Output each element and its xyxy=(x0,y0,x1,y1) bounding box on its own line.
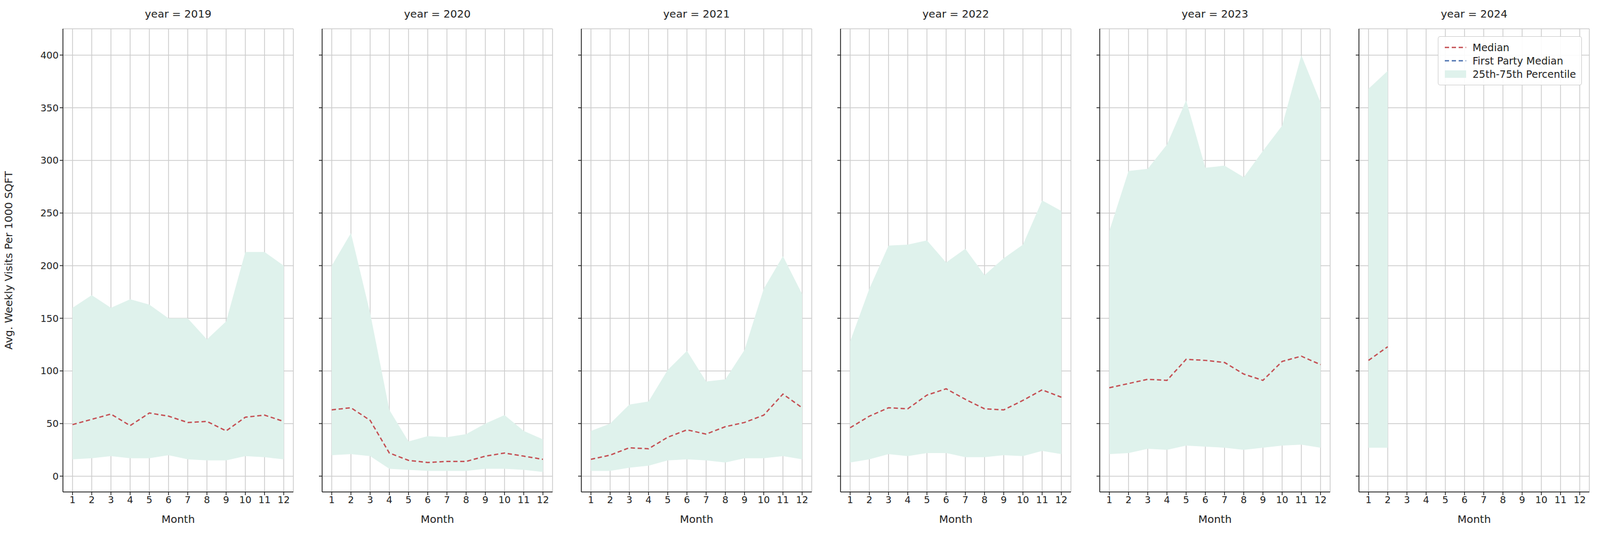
svg-text:7: 7 xyxy=(443,494,450,506)
svg-text:1: 1 xyxy=(846,494,853,506)
svg-text:11: 11 xyxy=(1554,494,1567,506)
svg-text:2: 2 xyxy=(347,494,354,506)
svg-text:12: 12 xyxy=(1055,494,1068,506)
svg-text:2: 2 xyxy=(606,494,613,506)
svg-text:6: 6 xyxy=(683,494,690,506)
svg-text:7: 7 xyxy=(1480,494,1487,506)
svg-text:1: 1 xyxy=(1106,494,1112,506)
svg-text:300: 300 xyxy=(40,154,59,166)
svg-text:150: 150 xyxy=(40,313,59,325)
svg-text:5: 5 xyxy=(1442,494,1448,506)
svg-text:10: 10 xyxy=(1535,494,1548,506)
svg-text:9: 9 xyxy=(1000,494,1007,506)
svg-text:2: 2 xyxy=(88,494,95,506)
svg-text:4: 4 xyxy=(126,494,133,506)
svg-text:12: 12 xyxy=(796,494,809,506)
svg-text:10: 10 xyxy=(498,494,511,506)
svg-text:9: 9 xyxy=(1518,494,1525,506)
svg-text:5: 5 xyxy=(1182,494,1189,506)
svg-text:11: 11 xyxy=(517,494,531,506)
svg-text:Month: Month xyxy=(680,513,714,525)
svg-text:4: 4 xyxy=(904,494,911,506)
svg-text:6: 6 xyxy=(165,494,172,506)
svg-text:5: 5 xyxy=(923,494,930,506)
svg-text:10: 10 xyxy=(1017,494,1030,506)
svg-text:8: 8 xyxy=(1499,494,1506,506)
html-text:year = 2024: year = 2024 xyxy=(1440,7,1508,21)
svg-text:6: 6 xyxy=(942,494,949,506)
svg-text:8: 8 xyxy=(981,494,988,506)
svg-text:Month: Month xyxy=(1457,513,1492,525)
svg-text:11: 11 xyxy=(1036,494,1049,506)
svg-text:8: 8 xyxy=(722,494,728,506)
svg-text:1: 1 xyxy=(1365,494,1372,506)
html-text:year = 2019: year = 2019 xyxy=(144,7,212,21)
svg-text:3: 3 xyxy=(626,494,632,506)
svg-text:Avg. Weekly Visits Per 1000 SQ: Avg. Weekly Visits Per 1000 SQFT xyxy=(4,170,15,350)
svg-text:7: 7 xyxy=(184,494,191,506)
svg-text:11: 11 xyxy=(258,494,271,506)
svg-text:50: 50 xyxy=(46,418,59,430)
svg-text:11: 11 xyxy=(777,494,790,506)
svg-text:9: 9 xyxy=(482,494,488,506)
html-text:25th-75th Percentile: 25th-75th Percentile xyxy=(1472,68,1576,80)
svg-text:4: 4 xyxy=(645,494,652,506)
svg-text:7: 7 xyxy=(962,494,968,506)
svg-text:6: 6 xyxy=(424,494,431,506)
svg-text:1: 1 xyxy=(69,494,76,506)
svg-text:2: 2 xyxy=(1125,494,1132,506)
svg-text:8: 8 xyxy=(203,494,210,506)
html-text:year = 2023: year = 2023 xyxy=(1181,7,1249,21)
html-text:Median: Median xyxy=(1472,41,1510,54)
svg-text:12: 12 xyxy=(1573,494,1587,506)
svg-text:Month: Month xyxy=(939,513,973,525)
svg-text:12: 12 xyxy=(1314,494,1327,506)
svg-text:9: 9 xyxy=(222,494,229,506)
svg-text:2: 2 xyxy=(866,494,872,506)
html-text:year = 2020: year = 2020 xyxy=(404,7,471,21)
html-text:year = 2021: year = 2021 xyxy=(663,7,730,21)
svg-text:Month: Month xyxy=(161,513,196,525)
svg-text:1: 1 xyxy=(328,494,335,506)
svg-text:3: 3 xyxy=(885,494,892,506)
svg-text:6: 6 xyxy=(1461,494,1468,506)
svg-text:9: 9 xyxy=(741,494,748,506)
svg-text:200: 200 xyxy=(40,260,59,272)
svg-text:4: 4 xyxy=(1163,494,1170,506)
svg-text:0: 0 xyxy=(52,470,59,483)
svg-text:9: 9 xyxy=(1259,494,1266,506)
svg-text:3: 3 xyxy=(1403,494,1410,506)
svg-text:100: 100 xyxy=(40,365,59,377)
svg-text:4: 4 xyxy=(1422,494,1429,506)
svg-text:5: 5 xyxy=(664,494,671,506)
svg-text:12: 12 xyxy=(537,494,550,506)
svg-text:5: 5 xyxy=(146,494,152,506)
svg-text:3: 3 xyxy=(366,494,373,506)
svg-text:3: 3 xyxy=(107,494,114,506)
svg-text:2: 2 xyxy=(1384,494,1391,506)
svg-text:400: 400 xyxy=(40,49,59,61)
svg-text:4: 4 xyxy=(386,494,392,506)
svg-text:10: 10 xyxy=(1276,494,1289,506)
svg-text:11: 11 xyxy=(1295,494,1308,506)
svg-text:350: 350 xyxy=(40,102,59,114)
html-text:First Party Median: First Party Median xyxy=(1472,54,1564,67)
svg-text:3: 3 xyxy=(1144,494,1151,506)
svg-text:10: 10 xyxy=(239,494,252,506)
svg-text:6: 6 xyxy=(1202,494,1208,506)
svg-text:250: 250 xyxy=(40,207,59,219)
svg-text:7: 7 xyxy=(1221,494,1228,506)
svg-text:12: 12 xyxy=(277,494,291,506)
svg-text:Month: Month xyxy=(1198,513,1232,525)
svg-text:8: 8 xyxy=(1240,494,1247,506)
svg-text:5: 5 xyxy=(405,494,412,506)
svg-text:1: 1 xyxy=(587,494,594,506)
html-text:year = 2022: year = 2022 xyxy=(922,7,990,21)
svg-text:10: 10 xyxy=(757,494,771,506)
svg-text:8: 8 xyxy=(462,494,469,506)
svg-text:Month: Month xyxy=(420,513,455,525)
svg-text:7: 7 xyxy=(702,494,709,506)
